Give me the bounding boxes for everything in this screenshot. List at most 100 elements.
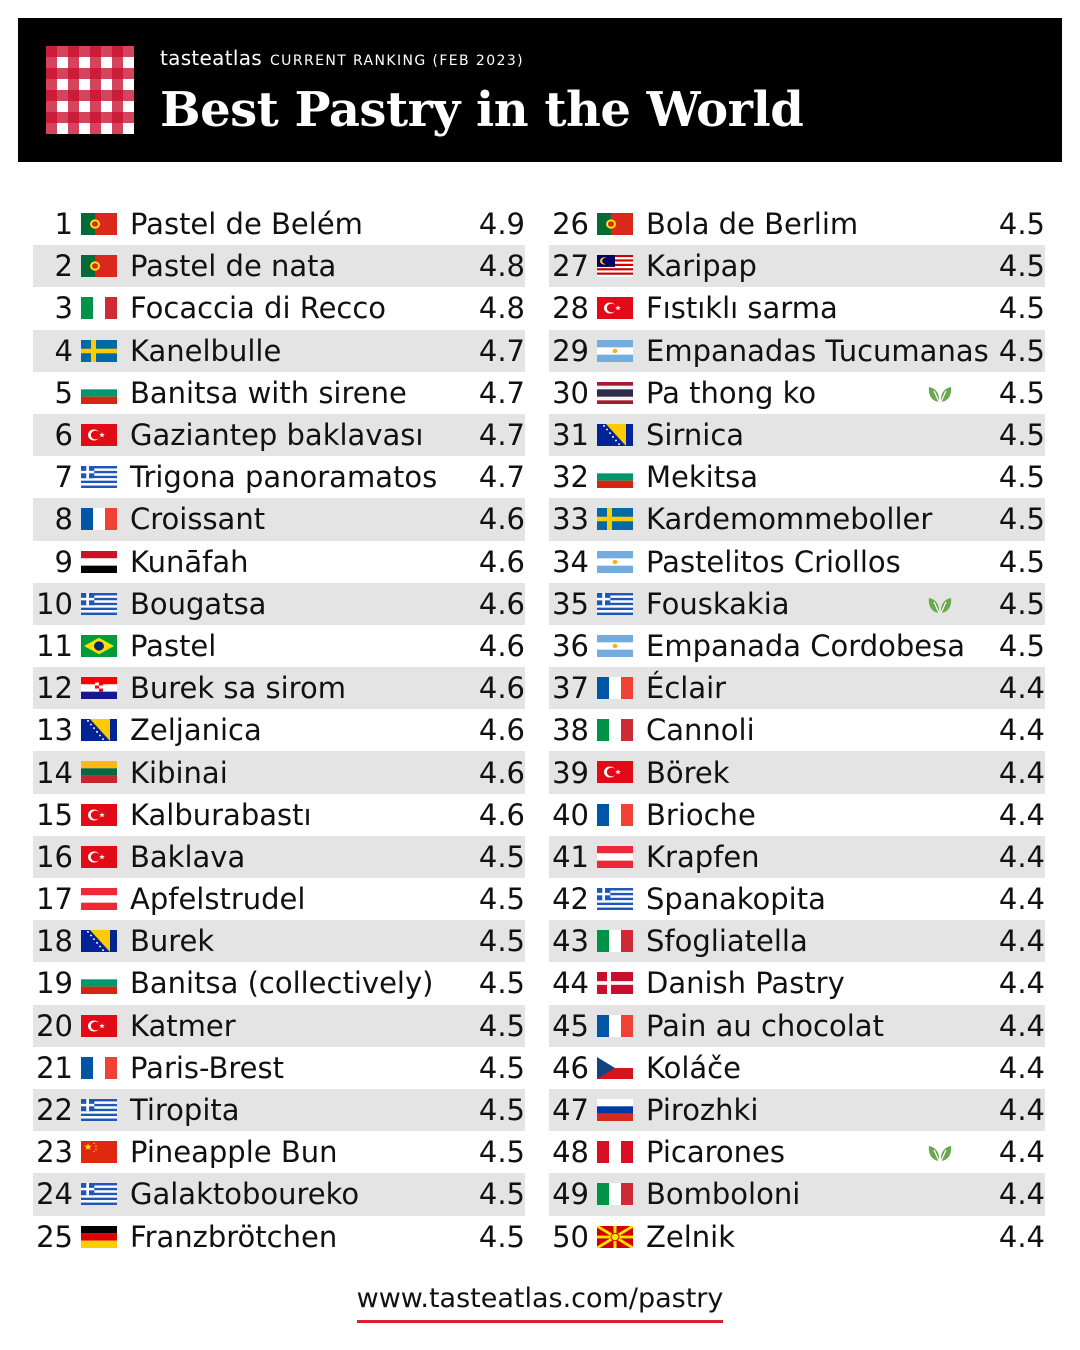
lithuania-flag-icon	[81, 761, 117, 784]
greece-flag-icon	[597, 888, 633, 910]
dish-name: Picarones	[646, 1135, 785, 1170]
dish-name: Franzbrötchen	[130, 1219, 338, 1254]
dish-rating: 4.5	[998, 628, 1045, 663]
ranking-row: 34 Pastelitos Criollos 4.5	[549, 541, 1045, 583]
rank-number: 14	[36, 755, 73, 790]
ranking-row: 39 Börek 4.4	[549, 751, 1045, 794]
rank-number: 42	[552, 882, 589, 917]
dish-name: Spanakopita	[646, 882, 826, 917]
dish-rating: 4.5	[998, 544, 1045, 579]
dish-rating: 4.4	[998, 671, 1045, 706]
rank-number: 22	[36, 1093, 73, 1128]
header-subline: tasteatlas CURRENT RANKING (FEB 2023)	[160, 46, 524, 70]
ranking-row: 28 Fıstıklı sarma 4.5	[549, 287, 1045, 329]
rank-number: 25	[36, 1219, 73, 1254]
rank-number: 10	[36, 586, 73, 621]
rank-number: 1	[54, 207, 73, 242]
ranking-row: 38 Cannoli 4.4	[549, 709, 1045, 751]
dish-rating: 4.5	[998, 249, 1045, 284]
ranking-row: 25 Franzbrötchen 4.5	[33, 1216, 525, 1258]
italy-flag-icon	[597, 719, 633, 742]
dish-name: Burek	[130, 924, 215, 959]
rank-number: 15	[36, 797, 73, 832]
dish-rating: 4.5	[478, 882, 525, 917]
dish-rating: 4.4	[998, 839, 1045, 874]
dish-rating: 4.4	[998, 1050, 1045, 1085]
dish-rating: 4.6	[478, 671, 525, 706]
peru-flag-icon	[597, 1141, 633, 1164]
bosnia-flag-icon	[81, 930, 117, 953]
rank-number: 44	[552, 966, 589, 1001]
dish-rating: 4.5	[998, 502, 1045, 537]
rank-number: 24	[36, 1177, 73, 1212]
italy-flag-icon	[81, 297, 117, 320]
dish-name: Burek sa sirom	[130, 671, 346, 706]
dish-rating: 4.5	[998, 291, 1045, 326]
portugal-flag-icon	[597, 213, 633, 235]
dish-rating: 4.5	[998, 418, 1045, 453]
ranking-row: 9 Kunāfah 4.6	[33, 541, 525, 583]
rank-number: 46	[552, 1050, 589, 1085]
checkered-logo-icon	[46, 46, 134, 134]
france-flag-icon	[597, 677, 633, 700]
france-flag-icon	[597, 1014, 633, 1037]
russia-flag-icon	[597, 1098, 633, 1121]
rank-number: 50	[552, 1219, 589, 1254]
dish-name: Zelnik	[646, 1219, 735, 1254]
ranking-row: 32 Mekitsa 4.5	[549, 456, 1045, 498]
dish-rating: 4.5	[998, 333, 1045, 368]
dish-name: Krapfen	[646, 839, 760, 874]
france-flag-icon	[597, 803, 633, 826]
dish-name: Fouskakia	[646, 586, 790, 621]
rank-number: 20	[36, 1008, 73, 1043]
rank-number: 16	[36, 839, 73, 874]
austria-flag-icon	[597, 845, 633, 868]
dish-rating: 4.4	[998, 924, 1045, 959]
ranking-row: 6 Gaziantep baklavası 4.7	[33, 413, 525, 457]
france-flag-icon	[81, 508, 117, 531]
ranking-row: 16 Baklava 4.5	[33, 835, 525, 878]
rank-number: 45	[552, 1008, 589, 1043]
dish-name: Pastelitos Criollos	[646, 544, 901, 579]
rank-number: 31	[552, 418, 589, 453]
czech-flag-icon	[597, 1056, 633, 1079]
ranking-row: 41 Krapfen 4.4	[549, 835, 1045, 878]
ranking-row: 1 Pastel de Belém 4.9	[33, 203, 525, 245]
dish-rating: 4.6	[478, 586, 525, 621]
dish-name: Éclair	[646, 671, 727, 706]
sweden-flag-icon	[597, 508, 633, 531]
turkey-flag-icon	[81, 803, 117, 826]
dish-rating: 4.8	[478, 291, 525, 326]
rank-number: 40	[552, 797, 589, 832]
ranking-row: 3 Focaccia di Recco 4.8	[33, 287, 525, 329]
website-link[interactable]: www.tasteatlas.com/pastry	[356, 1283, 724, 1323]
china-flag-icon	[81, 1141, 117, 1164]
greece-flag-icon	[597, 592, 633, 615]
ranking-row: 21 Paris-Brest 4.5	[33, 1047, 525, 1089]
ranking-row: 50 Zelnik 4.4	[549, 1216, 1045, 1258]
dish-name: Galaktoboureko	[130, 1177, 360, 1212]
rank-number: 33	[552, 502, 589, 537]
ranking-row: 31 Sirnica 4.5	[549, 413, 1045, 457]
vegetarian-leaf-icon	[927, 384, 953, 404]
greece-flag-icon	[81, 1183, 117, 1206]
rank-number: 4	[54, 333, 73, 368]
ranking-row: 30 Pa thong ko 4.5	[549, 372, 1045, 414]
dish-rating: 4.5	[478, 1219, 525, 1254]
rank-number: 49	[552, 1177, 589, 1212]
dish-rating: 4.4	[998, 882, 1045, 917]
ranking-label: CURRENT RANKING (FEB 2023)	[270, 53, 524, 69]
dish-name: Sirnica	[646, 418, 745, 453]
ranking-row: 22 Tiropita 4.5	[33, 1088, 525, 1132]
ranking-row: 24 Galaktoboureko 4.5	[33, 1173, 525, 1216]
rank-number: 48	[552, 1135, 589, 1170]
rank-number: 41	[552, 839, 589, 874]
dish-name: Bougatsa	[130, 586, 267, 621]
ranking-row: 14 Kibinai 4.6	[33, 751, 525, 794]
dish-name: Pain au chocolat	[646, 1008, 884, 1043]
dish-name: Cannoli	[646, 713, 755, 748]
turkey-flag-icon	[597, 297, 633, 320]
dish-rating: 4.6	[478, 544, 525, 579]
dish-name: Pa thong ko	[646, 375, 817, 410]
dish-name: Karipap	[646, 249, 757, 284]
